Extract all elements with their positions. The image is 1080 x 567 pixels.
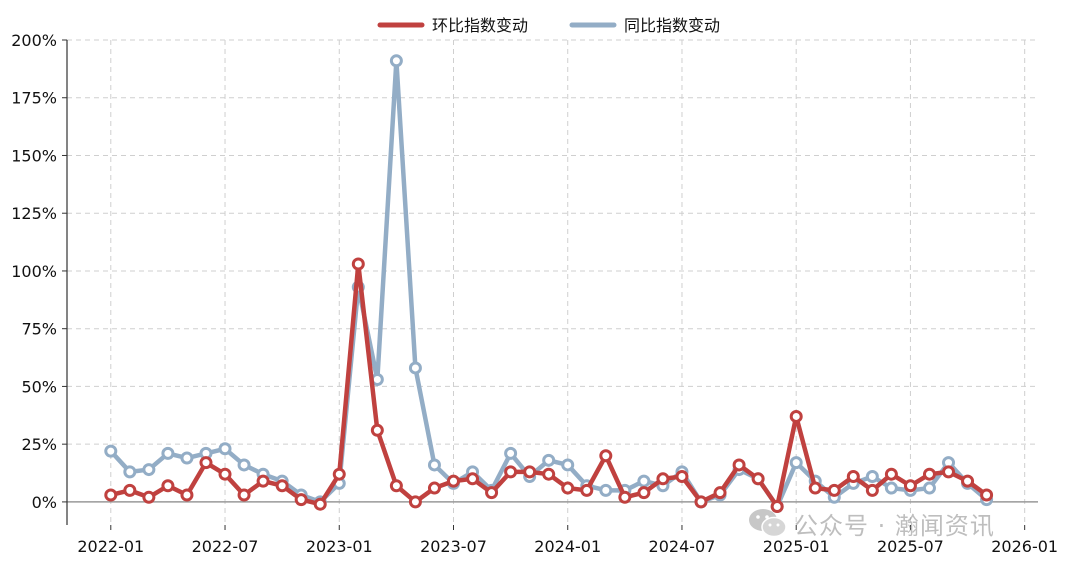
data-point-mom (446, 474, 460, 488)
legend: 环比指数变动 同比指数变动 (377, 16, 720, 35)
data-point-yoy (389, 54, 403, 68)
data-point-mom (142, 490, 156, 504)
data-point-mom (961, 474, 975, 488)
data-point-mom (332, 467, 346, 481)
data-point-mom (884, 467, 898, 481)
data-point-mom (694, 495, 708, 509)
data-point-mom (294, 493, 308, 507)
data-point-mom (275, 479, 289, 493)
legend-label-yoy: 同比指数变动 (624, 16, 720, 35)
data-point-yoy (142, 463, 156, 477)
x-tick-label: 2025-01 (763, 537, 830, 556)
y-tick-label: 100% (11, 262, 57, 281)
data-point-mom (313, 497, 327, 511)
data-point-yoy (180, 451, 194, 465)
x-tick-label: 2022-07 (192, 537, 259, 556)
data-point-mom (370, 423, 384, 437)
data-point-mom (865, 483, 879, 497)
data-point-mom (427, 481, 441, 495)
data-point-mom (942, 465, 956, 479)
data-point-mom (104, 488, 118, 502)
data-point-mom (180, 488, 194, 502)
data-point-mom (123, 483, 137, 497)
y-tick-label: 75% (21, 320, 57, 339)
data-point-yoy (637, 474, 651, 488)
data-point-mom (903, 479, 917, 493)
series-line-yoy (108, 58, 989, 509)
data-point-yoy (922, 481, 936, 495)
data-point-mom (389, 479, 403, 493)
data-point-mom (408, 495, 422, 509)
data-point-mom (466, 472, 480, 486)
data-point-yoy (504, 446, 518, 460)
y-tick-label: 125% (11, 204, 57, 223)
x-tick-label: 2025-07 (877, 537, 944, 556)
data-point-yoy (104, 444, 118, 458)
data-point-mom (980, 488, 994, 502)
data-point-yoy (561, 458, 575, 472)
data-point-mom (789, 409, 803, 423)
data-point-mom (599, 449, 613, 463)
data-point-yoy (161, 446, 175, 460)
data-point-mom (846, 470, 860, 483)
data-point-mom (618, 490, 632, 504)
legend-label-mom: 环比指数变动 (432, 16, 528, 35)
data-point-mom (637, 486, 651, 500)
data-point-mom (713, 486, 727, 500)
x-tick-label: 2026-01 (991, 537, 1058, 556)
data-point-yoy (865, 470, 879, 483)
data-point-mom (656, 472, 670, 486)
data-point-yoy (599, 483, 613, 497)
axes: 0% 25% 50% 75% 100% 125% 150% 175% 200% 2022-01 20… (11, 31, 1058, 556)
data-point-mom (808, 481, 822, 495)
y-tick-label: 175% (11, 89, 57, 108)
data-point-mom (485, 486, 499, 500)
data-point-yoy (884, 481, 898, 495)
watermark-text: 公众号 · 瀚闻资讯 (794, 511, 995, 540)
y-tick-label: 150% (11, 146, 57, 165)
x-tick-label: 2024-01 (534, 537, 601, 556)
data-point-yoy (218, 442, 232, 456)
data-point-mom (732, 458, 746, 472)
data-point-yoy (427, 458, 441, 472)
y-tick-label: 25% (21, 435, 57, 454)
data-point-mom (199, 456, 213, 470)
data-point-mom (351, 257, 365, 271)
series-layer (104, 54, 994, 514)
x-tick-label: 2023-01 (306, 537, 373, 556)
data-point-mom (256, 474, 270, 488)
y-tick-label: 0% (32, 493, 57, 512)
data-point-yoy (237, 458, 251, 472)
x-tick-label: 2024-07 (649, 537, 716, 556)
data-point-mom (161, 479, 175, 493)
data-point-mom (827, 483, 841, 497)
data-point-mom (561, 481, 575, 495)
y-tick-label: 200% (11, 31, 57, 50)
data-point-yoy (789, 456, 803, 470)
watermark: 公众号 · 瀚闻资讯 (748, 504, 995, 542)
data-point-mom (218, 467, 232, 481)
x-tick-label: 2023-07 (420, 537, 487, 556)
x-tick-label: 2022-01 (77, 537, 144, 556)
data-point-mom (504, 465, 518, 479)
data-point-mom (751, 472, 765, 486)
wechat-icon (749, 509, 787, 538)
data-point-mom (675, 470, 689, 483)
data-point-mom (580, 483, 594, 497)
y-tick-label: 50% (21, 377, 57, 396)
data-point-mom (237, 488, 251, 502)
data-point-mom (922, 467, 936, 481)
data-point-mom (542, 467, 556, 481)
data-point-mom (523, 465, 537, 479)
data-point-mom (770, 500, 784, 514)
data-point-yoy (408, 361, 422, 375)
data-point-yoy (123, 465, 137, 479)
data-point-yoy (542, 453, 556, 467)
